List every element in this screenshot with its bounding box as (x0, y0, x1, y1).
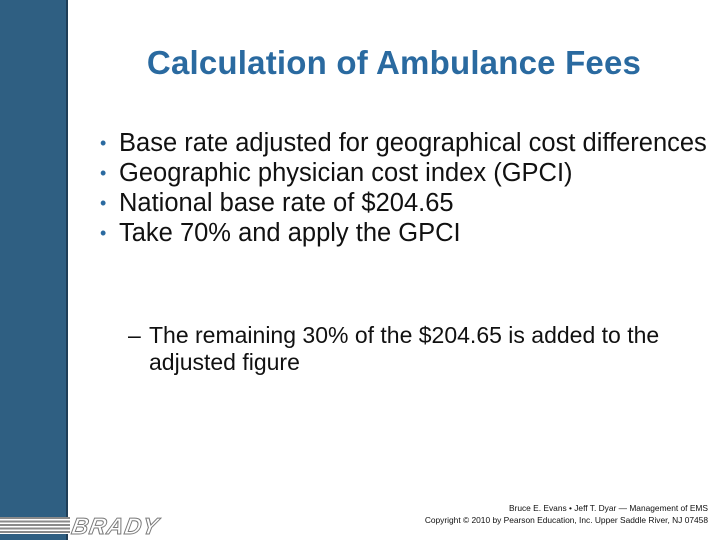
bullet-dot-icon: • (100, 193, 107, 213)
sidebar-edge (66, 0, 68, 540)
bullet-item: • National base rate of $204.65 (100, 188, 710, 218)
bullet-text: Take 70% and apply the GPCI (119, 219, 461, 247)
bullet-dot-icon: • (100, 163, 107, 183)
bullet-dot-icon: • (100, 223, 107, 243)
slide-title: Calculation of Ambulance Fees (146, 44, 642, 81)
bullet-text: Base rate adjusted for geographical cost… (119, 129, 707, 157)
logo-stripes (0, 517, 70, 534)
sub-bullet: – The remaining 30% of the $204.65 is ad… (128, 322, 720, 376)
left-sidebar-band (0, 0, 66, 540)
bullet-item: • Geographic physician cost index (GPCI) (100, 158, 710, 188)
bullet-dot-icon: • (100, 133, 107, 153)
credit-authors: Bruce E. Evans • Jeff T. Dyar — Manageme… (508, 503, 708, 513)
bullet-text: Geographic physician cost index (GPCI) (119, 159, 573, 187)
sub-bullet-text: The remaining 30% of the $204.65 is adde… (149, 322, 660, 375)
sub-bullet-dash: – (128, 322, 141, 348)
bullet-list: • Base rate adjusted for geographical co… (100, 128, 710, 248)
bullet-item: • Take 70% and apply the GPCI (100, 218, 710, 248)
copyright-credit: Bruce E. Evans • Jeff T. Dyar — Manageme… (425, 502, 708, 526)
bullet-item: • Base rate adjusted for geographical co… (100, 128, 710, 158)
brady-logo: BRADY (69, 513, 162, 540)
bullet-text: National base rate of $204.65 (119, 189, 454, 217)
credit-copyright: Copyright © 2010 by Pearson Education, I… (424, 515, 708, 525)
